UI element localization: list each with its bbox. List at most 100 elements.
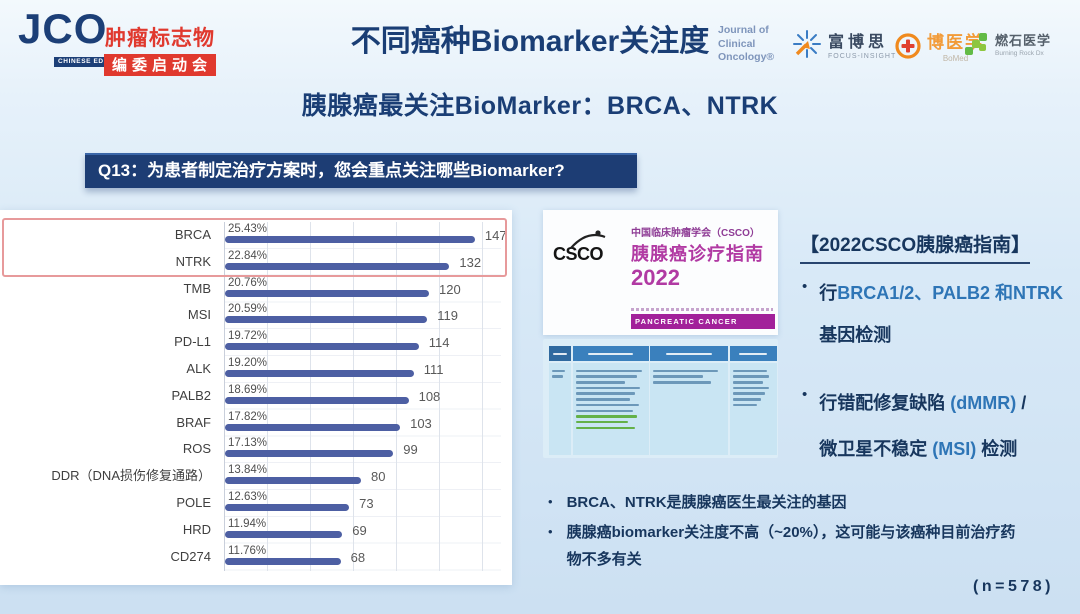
chart-row: PD-L1 19.72% 114: [0, 329, 512, 356]
chart-row: TMB 20.76% 120: [0, 276, 512, 303]
table-body-cell: [650, 362, 728, 455]
value-label: 103: [410, 415, 432, 431]
bomed-logo: 博医学 BoMed: [894, 28, 984, 63]
jco-logo-text: JCO: [18, 5, 108, 52]
csco-swoosh-icon: [570, 230, 606, 249]
percent-label: 12.63%: [228, 490, 268, 503]
finding-item-2: • 胰腺癌biomarker关注度不高（~20%），这可能与该癌种目前治疗药物不…: [548, 519, 1026, 573]
bullet-icon: •: [802, 278, 808, 295]
percent-label: 17.13%: [228, 437, 268, 450]
percent-label: 18.69%: [228, 383, 268, 396]
csco-guideline-cover: CSCO 中国临床肿瘤学会（CSCO） 胰腺癌诊疗指南 2022 PANCREA…: [543, 210, 778, 335]
guide-bullet2-p1: 行错配修复缺陷: [819, 393, 951, 413]
table-text-placeholder: [575, 381, 625, 384]
percent-label: 19.20%: [228, 356, 268, 369]
chart-row: MSI 20.59% 119: [0, 302, 512, 329]
table-header-cell: [572, 346, 649, 361]
starburst-icon: [793, 30, 821, 58]
jco-journal-logo: Journal of Clinical Oncology®: [718, 24, 774, 65]
table-text-placeholder: [653, 381, 711, 384]
table-text-placeholder: [732, 375, 770, 378]
sample-size-label: (n=578): [973, 578, 1054, 595]
table-text-placeholder: [575, 403, 639, 407]
bar: [225, 262, 450, 270]
bar-plot-area: 17.13% 99: [224, 436, 512, 463]
bar: [225, 343, 419, 351]
table-text-placeholder: [575, 415, 638, 418]
guide-bullet2-dmmr: (dMMR): [950, 393, 1017, 413]
table-text-placeholder: [552, 375, 564, 378]
table-text-placeholder: [732, 403, 758, 407]
finding-item-1: • BRCA、NTRK是胰腺癌医生最关注的基因: [548, 489, 1026, 516]
table-text-placeholder: [575, 369, 642, 373]
value-label: 111: [423, 361, 444, 377]
value-label: 147: [484, 228, 507, 243]
bar-plot-area: 22.84% 132: [224, 249, 512, 276]
table-header-cell: [729, 346, 777, 361]
bar-plot-area: 12.63% 73: [224, 490, 512, 517]
category-label: PALB2: [171, 387, 211, 403]
percent-label: 11.94%: [228, 517, 267, 530]
table-text-placeholder: [575, 392, 635, 395]
table-text-placeholder: [552, 369, 565, 373]
csco-logo: CSCO: [553, 230, 606, 265]
value-label: 132: [459, 254, 482, 270]
bullet-icon: •: [548, 524, 553, 539]
chart-row: BRCA 25.43% 147: [0, 222, 512, 249]
table-body-cell: [549, 362, 571, 455]
table-text-placeholder: [575, 420, 628, 424]
value-label: 68: [350, 549, 366, 565]
category-label: CD274: [170, 548, 211, 564]
percent-label: 19.72%: [228, 330, 268, 343]
focus-insight-name: 富博思: [828, 34, 889, 51]
bar-plot-area: 19.72% 114: [224, 329, 512, 356]
table-text-placeholder: [575, 375, 638, 378]
category-label: TMB: [183, 280, 211, 296]
jco-logo: JCO CHINESE EDITION: [18, 5, 129, 68]
findings-list: • BRCA、NTRK是胰腺癌医生最关注的基因 • 胰腺癌biomarker关注…: [548, 489, 1026, 576]
bar-plot-area: 19.20% 111: [224, 356, 512, 383]
category-label: POLE: [176, 494, 211, 510]
table-header-cell: [549, 346, 571, 361]
bar: [225, 423, 401, 431]
guide-bullet-1: • 行BRCA1/2、PALB2 和NTRK 基因检测: [802, 272, 1063, 356]
chart-row: POLE 12.63% 73: [0, 490, 512, 517]
focus-insight-logo: 富博思 FOCUS-INSIGHT: [791, 28, 896, 60]
percent-label: 25.43%: [228, 223, 268, 235]
bar: [225, 530, 343, 538]
bar-plot-area: 18.69% 108: [224, 383, 512, 410]
table-text-placeholder: [732, 369, 768, 373]
chart-row: PALB2 18.69% 108: [0, 383, 512, 410]
category-label: NTRK: [175, 253, 211, 269]
slide-subtitle: 胰腺癌最关注BioMarker：BRCA、NTRK: [301, 92, 779, 120]
table-text-placeholder: [732, 398, 762, 401]
focus-insight-sub: FOCUS-INSIGHT: [828, 53, 897, 60]
burning-rock-logo: 燃石医学 Burning Rock Dx: [964, 30, 1051, 57]
percent-label: 20.59%: [228, 303, 268, 316]
bar: [225, 316, 428, 324]
journal-line1: Journal of: [718, 24, 769, 36]
table-text-placeholder: [732, 386, 769, 390]
table-body-cell: [729, 362, 777, 455]
finding-text-2: 胰腺癌biomarker关注度不高（~20%），这可能与该癌种目前治疗药物不多有…: [566, 524, 1016, 568]
page-title: 不同癌种Biomarker关注度: [350, 25, 710, 58]
table-text-placeholder: [575, 398, 631, 401]
value-label: 119: [437, 308, 459, 324]
bar-plot-area: 17.82% 103: [224, 410, 512, 437]
guide-bullet2-p4: 微卫星不稳定: [819, 439, 933, 459]
chart-gridlines: [224, 222, 501, 571]
bar: [225, 557, 341, 565]
guide-heading: 【2022CSCO胰腺癌指南】: [800, 230, 1031, 264]
value-label: 80: [371, 469, 386, 485]
chart-row: ALK 19.20% 111: [0, 356, 512, 383]
percent-label: 17.82%: [228, 410, 268, 423]
value-label: 114: [428, 335, 450, 351]
biomarker-bar-chart: BRCA 25.43% 147 NTRK 22.84% 132 TMB 20.76% 120 MS…: [0, 210, 512, 585]
guide-bullet2-p6: 检测: [976, 439, 1018, 459]
jco-edition-label: CHINESE EDITION: [54, 56, 129, 67]
category-label: BRCA: [174, 227, 211, 242]
fine-print-placeholder: [631, 308, 773, 311]
value-label: 99: [403, 442, 418, 458]
csco-guide-title: 胰腺癌诊疗指南: [631, 244, 764, 264]
bar-plot-area: 20.59% 119: [224, 302, 512, 329]
